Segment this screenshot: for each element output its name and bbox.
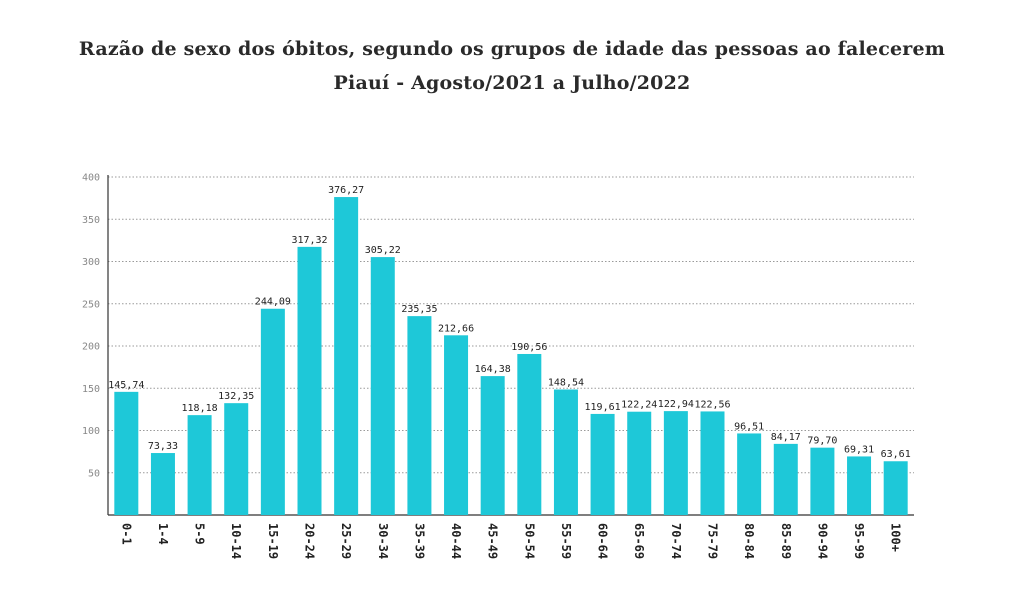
bar: [150, 453, 175, 515]
x-tick-label: 15-19: [266, 523, 280, 559]
y-tick-label: 250: [82, 299, 100, 310]
x-tick-label: 5-9: [193, 523, 207, 545]
x-tick-label: 70-74: [669, 523, 683, 559]
x-tick-label: 10-14: [229, 523, 243, 559]
y-tick-label: 200: [82, 342, 100, 353]
y-tick-label: 150: [82, 384, 100, 395]
x-tick-label: 35-39: [412, 523, 426, 559]
x-tick-label: 80-84: [742, 523, 756, 559]
data-label: 212,66: [438, 323, 474, 334]
data-label: 317,32: [291, 235, 327, 246]
x-tick-label: 0-1: [119, 523, 133, 545]
y-tick-label: 50: [88, 468, 100, 479]
bar: [224, 403, 249, 515]
data-label: 235,35: [401, 304, 437, 315]
data-label: 119,61: [585, 402, 621, 413]
x-tick-label: 1-4: [156, 523, 170, 545]
data-label: 73,33: [148, 441, 178, 452]
data-label: 96,51: [734, 421, 764, 432]
data-label: 305,22: [365, 245, 401, 256]
bar: [187, 415, 212, 515]
bar: [737, 433, 762, 515]
bar: [517, 353, 542, 515]
bar: [847, 456, 872, 515]
y-tick-label: 400: [82, 173, 100, 184]
bar: [260, 308, 285, 515]
data-label: 122,94: [658, 399, 694, 410]
x-tick-label: 100+: [889, 523, 903, 552]
x-tick-label: 45-49: [486, 523, 500, 559]
x-tick-label: 50-54: [522, 523, 536, 559]
data-label: 84,17: [771, 432, 801, 443]
chart-title: Razão de sexo dos óbitos, segundo os gru…: [78, 38, 946, 60]
data-label: 79,70: [807, 436, 837, 447]
chart-subtitle: Piauí - Agosto/2021 a Julho/2022: [333, 72, 691, 94]
bar: [114, 391, 139, 515]
bar: [297, 246, 322, 515]
data-label: 63,61: [881, 449, 911, 460]
bar: [370, 257, 395, 515]
data-label: 132,35: [218, 391, 254, 402]
x-tick-label: 65-69: [632, 523, 646, 559]
x-tick-label: 85-89: [779, 523, 793, 559]
data-label: 244,09: [255, 297, 291, 308]
bar: [480, 376, 505, 515]
data-label: 122,24: [621, 400, 657, 411]
bar: [627, 411, 652, 515]
bar: [590, 413, 615, 515]
y-tick-label: 100: [82, 426, 100, 437]
x-tick-label: 20-24: [303, 523, 317, 559]
data-label: 145,74: [108, 380, 144, 391]
data-label: 376,27: [328, 185, 364, 196]
data-label: 190,56: [511, 342, 547, 353]
bar: [444, 335, 469, 515]
bar: [334, 197, 359, 515]
x-tick-label: 30-34: [376, 523, 390, 559]
bar: [883, 461, 908, 515]
x-tick-label: 75-79: [706, 523, 720, 559]
data-label: 148,54: [548, 377, 584, 388]
bar: [553, 389, 578, 515]
data-label: 69,31: [844, 444, 874, 455]
bar: [663, 411, 688, 515]
x-tick-label: 90-94: [815, 523, 829, 559]
bar: [407, 316, 432, 515]
x-tick-label: 60-64: [596, 523, 610, 559]
data-label: 118,18: [182, 403, 218, 414]
data-label: 122,56: [694, 399, 730, 410]
x-tick-label: 55-59: [559, 523, 573, 559]
bar: [773, 443, 798, 515]
data-label: 164,38: [475, 364, 511, 375]
x-tick-label: 40-44: [449, 523, 463, 559]
x-tick-label: 25-29: [339, 523, 353, 559]
x-tick-label: 95-99: [852, 523, 866, 559]
bar: [810, 447, 835, 515]
y-tick-label: 300: [82, 257, 100, 268]
y-tick-label: 350: [82, 215, 100, 226]
bar: [700, 411, 725, 515]
